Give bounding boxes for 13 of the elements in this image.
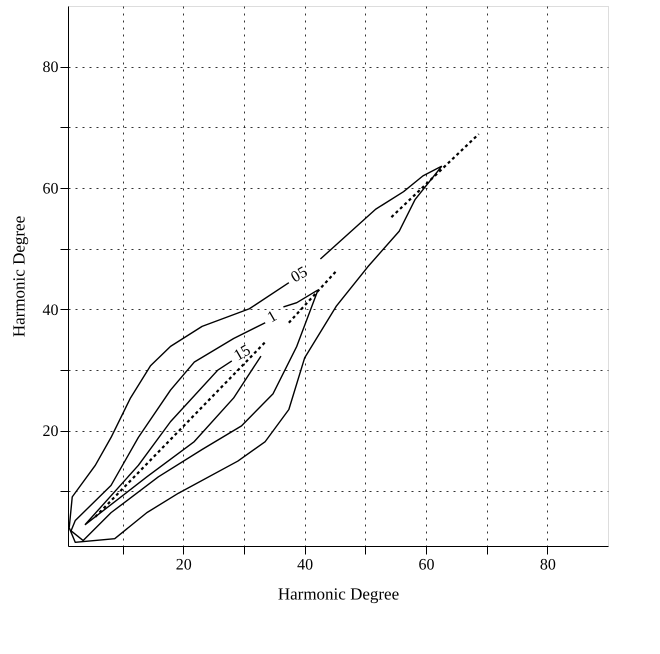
y-tick-label: 40 (42, 302, 58, 319)
y-axis-title: Harmonic Degree (10, 216, 28, 338)
x-tick-label: 80 (540, 556, 556, 574)
y-tick-label: 60 (42, 180, 58, 198)
x-tick-label: 20 (176, 556, 192, 574)
text: 05 (288, 264, 311, 286)
x-tick-label: 60 (418, 556, 434, 574)
y-tick-label: 80 (42, 59, 58, 76)
y-tick-label: 20 (42, 423, 58, 440)
text: 15 (231, 342, 254, 365)
text: 1 (264, 308, 280, 326)
x-axis-title: Harmonic Degree (278, 584, 400, 604)
x-tick-label: 40 (297, 556, 314, 574)
